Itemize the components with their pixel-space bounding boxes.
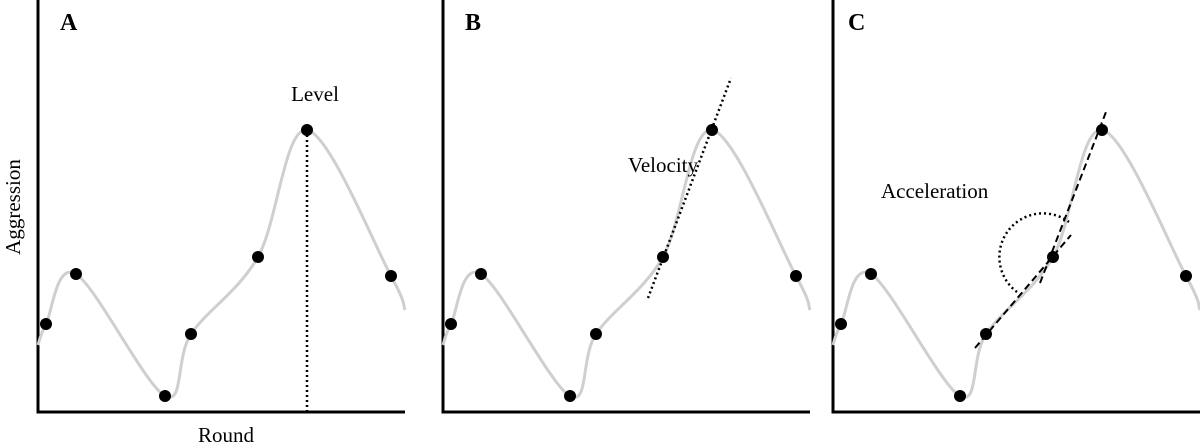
- panel-label: C: [848, 10, 865, 36]
- panel-a: A Level: [36, 0, 407, 414]
- point: [40, 318, 52, 330]
- annotation: Acceleration: [881, 179, 989, 203]
- curve: [831, 128, 1200, 399]
- point: [1047, 251, 1059, 263]
- annotation: Velocity: [628, 153, 698, 177]
- point: [385, 270, 397, 282]
- point: [865, 268, 877, 280]
- axes: [831, 0, 1200, 414]
- y-axis-label: Aggression: [1, 159, 25, 255]
- curve: [441, 128, 812, 399]
- point: [159, 390, 171, 402]
- point: [706, 124, 718, 136]
- annotation: Level: [291, 82, 339, 106]
- point: [252, 251, 264, 263]
- tangent-line: [1039, 111, 1107, 284]
- point: [980, 328, 992, 340]
- point: [185, 328, 197, 340]
- panel-label: A: [60, 10, 78, 36]
- point: [790, 270, 802, 282]
- axes: [441, 0, 810, 414]
- x-axis-label: Round: [198, 423, 255, 447]
- panel-b: B Velocity: [441, 0, 812, 414]
- point: [1180, 270, 1192, 282]
- panel-c: C Acceleration: [831, 0, 1200, 414]
- curve: [36, 128, 407, 399]
- point: [590, 328, 602, 340]
- point: [954, 390, 966, 402]
- velocity-line: [646, 77, 733, 299]
- point: [445, 318, 457, 330]
- acceleration-arc: [998, 212, 1070, 294]
- point: [301, 124, 313, 136]
- panel-label: B: [465, 10, 481, 36]
- point: [835, 318, 847, 330]
- point: [1096, 124, 1108, 136]
- point: [70, 268, 82, 280]
- axes: [36, 0, 405, 414]
- point: [657, 251, 669, 263]
- point: [564, 390, 576, 402]
- point: [475, 268, 487, 280]
